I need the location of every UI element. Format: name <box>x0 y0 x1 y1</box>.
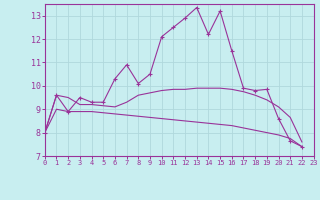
Text: Windchill (Refroidissement éolien,°C): Windchill (Refroidissement éolien,°C) <box>68 186 252 194</box>
